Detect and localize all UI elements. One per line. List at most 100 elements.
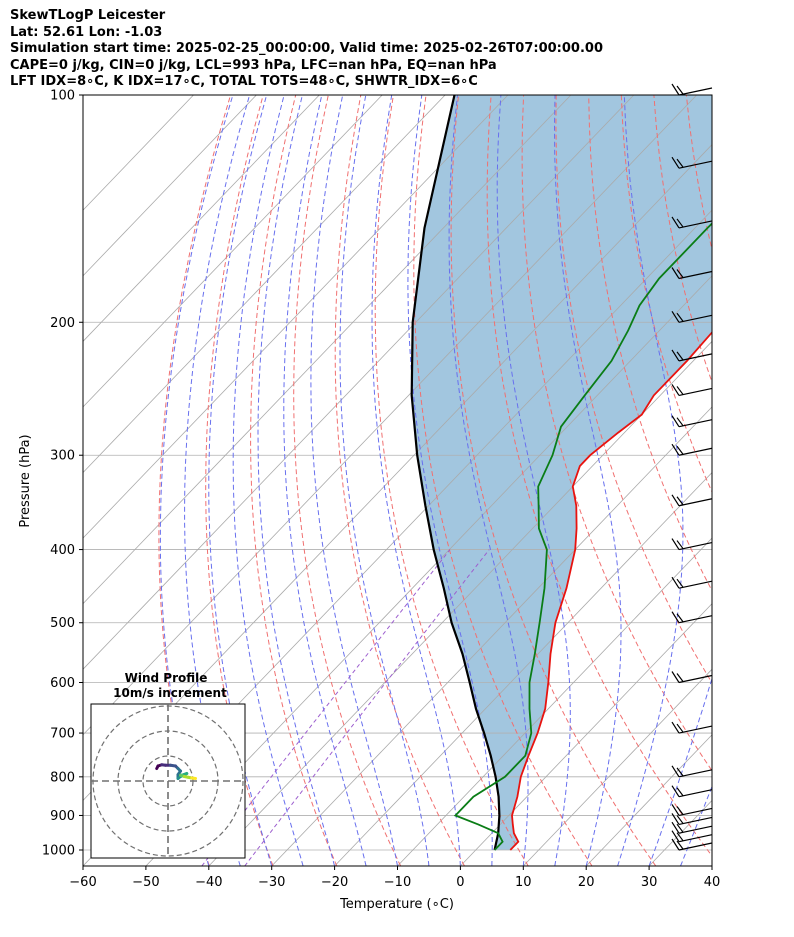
x-tick-label: 0 [456, 875, 464, 890]
moist-adiabat [159, 95, 234, 866]
wind-barb [671, 821, 713, 834]
dry-adiabat [752, 95, 794, 866]
moist-adiabat [744, 95, 794, 866]
isotherm-line [83, 95, 572, 605]
isotherm-line [83, 95, 635, 670]
wind-barb [671, 611, 713, 624]
y-tick-label: 200 [50, 316, 75, 331]
x-tick-label: −40 [195, 875, 222, 890]
isotherm-line [460, 603, 712, 866]
moist-adiabat [553, 95, 622, 866]
indices-line-1: CAPE=0 j/kg, CIN=0 j/kg, LCL=993 hPa, LF… [10, 57, 497, 73]
y-tick-label: 600 [50, 676, 75, 691]
hodograph-title: Wind Profile [125, 671, 208, 685]
moist-adiabat [448, 95, 529, 866]
wind-barb [671, 765, 713, 778]
x-tick-label: −60 [69, 875, 96, 890]
wind-barb [671, 838, 713, 851]
wind-barb [671, 443, 713, 456]
isotherm-line [585, 734, 712, 866]
dry-adiabat [588, 95, 712, 592]
moist-adiabat [371, 95, 461, 866]
dry-adiabat [486, 95, 712, 857]
wind-barb [671, 721, 713, 734]
dry-adiabat [158, 95, 232, 866]
wind-barb [671, 576, 713, 589]
wind-barb [671, 494, 713, 507]
dry-adiabat [250, 95, 338, 866]
dry-adiabat [334, 95, 465, 866]
temperature-profile-line [509, 331, 712, 851]
moist-adiabat [283, 95, 367, 866]
moist-adiabat [407, 95, 493, 866]
isotherm-line [334, 471, 712, 866]
wind-barb [671, 83, 713, 96]
x-tick-label: −30 [258, 875, 285, 890]
wind-barb [671, 267, 713, 280]
wind-barb [671, 349, 713, 362]
wind-barb [671, 813, 713, 826]
y-axis-label: Pressure (hPa) [18, 434, 33, 527]
hodograph-subtitle: 10m/s increment [113, 686, 227, 700]
isotherm-line [397, 537, 712, 866]
moist-adiabat [711, 864, 712, 866]
isotherm-line [208, 340, 712, 866]
isotherm-line [711, 865, 712, 866]
x-axis-label: Temperature (∘C) [339, 897, 454, 912]
wind-barb [671, 830, 713, 843]
dry-adiabat [205, 95, 274, 866]
y-tick-label: 800 [50, 770, 75, 785]
y-tick-label: 100 [50, 89, 75, 104]
parcel-profile-line [410, 95, 501, 851]
dewpoint-profile-line [453, 222, 712, 851]
time-line: Simulation start time: 2025-02-25_00:00:… [10, 41, 603, 57]
y-tick-label: 1000 [42, 844, 75, 859]
dry-adiabat [784, 95, 794, 866]
moist-adiabat [208, 95, 273, 866]
dry-adiabat [293, 95, 402, 866]
mixing-ratio-line [244, 549, 490, 866]
y-tick-label: 300 [50, 449, 75, 464]
header-block: SkewTLogP Leicester Lat: 52.61 Lon: -1.0… [10, 8, 603, 91]
location-line: Lat: 52.61 Lon: -1.03 [10, 24, 163, 40]
x-tick-label: −10 [384, 875, 411, 890]
isotherm-line [83, 95, 509, 539]
isotherm-line [145, 275, 712, 866]
wind-barb [671, 156, 713, 169]
wind-barb [671, 671, 713, 684]
moist-adiabat [339, 95, 430, 866]
dry-adiabat [374, 95, 529, 866]
y-tick-label: 700 [50, 727, 75, 742]
dry-adiabat [719, 95, 794, 866]
wind-barb [671, 415, 713, 428]
isotherm-line [271, 406, 712, 866]
y-tick-label: 500 [50, 616, 75, 631]
wind-barb [671, 216, 713, 229]
y-tick-label: 400 [50, 543, 75, 558]
x-tick-label: 20 [578, 875, 595, 890]
isotherm-line [83, 95, 697, 736]
wind-barb [671, 384, 713, 397]
dry-adiabat [521, 95, 712, 772]
x-tick-label: −50 [132, 875, 159, 890]
x-tick-label: 10 [515, 875, 532, 890]
hodograph-segment [190, 776, 197, 780]
x-tick-label: 30 [641, 875, 658, 890]
dry-adiabat [450, 95, 657, 866]
x-tick-label: 40 [704, 875, 721, 890]
moist-adiabat [310, 95, 398, 866]
wind-barb [671, 804, 713, 817]
isotherm-line [523, 668, 712, 866]
moist-adiabat [232, 95, 304, 866]
moist-adiabat [184, 95, 251, 866]
cape-cin-fill [411, 95, 712, 850]
moist-adiabat [648, 676, 712, 866]
moist-adiabat [680, 785, 712, 866]
moist-adiabat [257, 95, 336, 866]
wind-barb [671, 310, 713, 323]
isotherm-line [83, 95, 383, 408]
x-tick-label: −20 [321, 875, 348, 890]
dry-adiabat [555, 95, 712, 684]
moist-adiabat [496, 95, 571, 866]
